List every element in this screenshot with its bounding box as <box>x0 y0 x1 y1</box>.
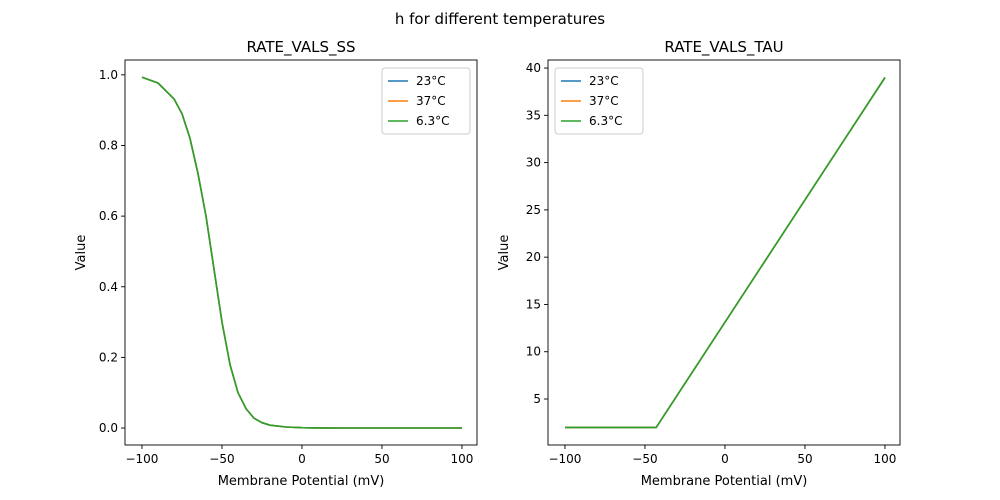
figure-suptitle: h for different temperatures <box>395 10 605 28</box>
y-axis-label: Value <box>74 235 89 271</box>
x-tick-label: 100 <box>451 452 474 466</box>
axes-frame <box>124 59 478 446</box>
y-tick-label: 15 <box>526 297 541 311</box>
x-tick-label: 100 <box>874 452 897 466</box>
y-tick-label: 1.0 <box>99 68 118 82</box>
legend-label: 37°C <box>589 94 619 108</box>
series-line-3 <box>565 77 886 429</box>
legend-label: 23°C <box>589 74 619 88</box>
axes-frame <box>547 59 901 446</box>
x-tick-label: −100 <box>125 452 158 466</box>
x-tick-label: 0 <box>298 452 306 466</box>
x-tick-label: −50 <box>209 452 234 466</box>
x-axis-label: Membrane Potential (mV) <box>218 474 385 489</box>
subplot-2: −100 −50 0 50 100 5 10 15 20 25 30 35 40 Membrane Pot… <box>497 38 901 489</box>
legend: 23°C 37°C 6.3°C <box>381 67 471 135</box>
y-tick-label: 40 <box>526 61 541 75</box>
legend-label: 23°C <box>416 74 446 88</box>
x-tick-label: 50 <box>797 452 812 466</box>
subplot-1: −100 −50 0 50 100 0.0 0.2 0.4 0.6 0.8 1.0 Membrane … <box>74 38 478 489</box>
y-tick-label: 0.6 <box>99 209 118 223</box>
x-tick-label: −100 <box>548 452 581 466</box>
legend-label: 6.3°C <box>416 114 449 128</box>
y-tick-label: 0.4 <box>99 280 118 294</box>
series-line-3 <box>141 76 462 429</box>
y-tick-label: 10 <box>526 345 541 359</box>
y-axis-label: Value <box>497 235 512 271</box>
legend-label: 6.3°C <box>589 114 622 128</box>
legend: 23°C 37°C 6.3°C <box>554 67 644 135</box>
y-tick-label: 0.0 <box>99 421 118 435</box>
legend-box <box>381 67 471 135</box>
subplot-title: RATE_VALS_SS <box>246 38 355 57</box>
y-tick-label: 0.8 <box>99 138 118 152</box>
y-tick-label: 30 <box>526 156 541 170</box>
y-tick-label: 25 <box>526 203 541 217</box>
x-tick-label: 50 <box>374 452 389 466</box>
x-axis-label: Membrane Potential (mV) <box>641 474 808 489</box>
y-tick-label: 0.2 <box>99 350 118 364</box>
subplot-title: RATE_VALS_TAU <box>664 38 783 57</box>
y-tick-label: 35 <box>526 108 541 122</box>
y-tick-label: 5 <box>533 392 541 406</box>
legend-label: 37°C <box>416 94 446 108</box>
x-tick-label: 0 <box>721 452 729 466</box>
legend-box <box>554 67 644 135</box>
y-tick-label: 20 <box>526 250 541 264</box>
x-tick-label: −50 <box>632 452 657 466</box>
